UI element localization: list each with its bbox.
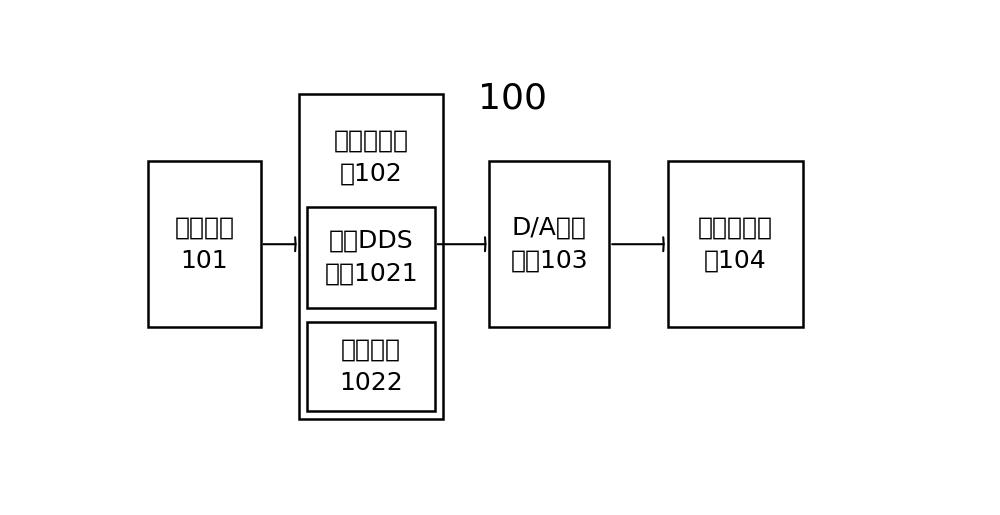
- Text: 主控模块
101: 主控模块 101: [174, 215, 234, 273]
- Bar: [148, 161, 261, 328]
- Bar: [489, 161, 609, 328]
- Bar: [668, 161, 803, 328]
- Text: 调制模块
1022: 调制模块 1022: [339, 337, 403, 395]
- Text: 载波DDS
模块1021: 载波DDS 模块1021: [324, 228, 418, 286]
- Text: 100: 100: [478, 82, 547, 116]
- Text: 信号调整模
块104: 信号调整模 块104: [698, 215, 773, 273]
- Bar: [299, 94, 443, 419]
- Bar: [307, 321, 435, 411]
- Text: 波形生成模
块102: 波形生成模 块102: [334, 128, 409, 186]
- Bar: [307, 207, 435, 307]
- Text: D/A转换
模块103: D/A转换 模块103: [511, 215, 588, 273]
